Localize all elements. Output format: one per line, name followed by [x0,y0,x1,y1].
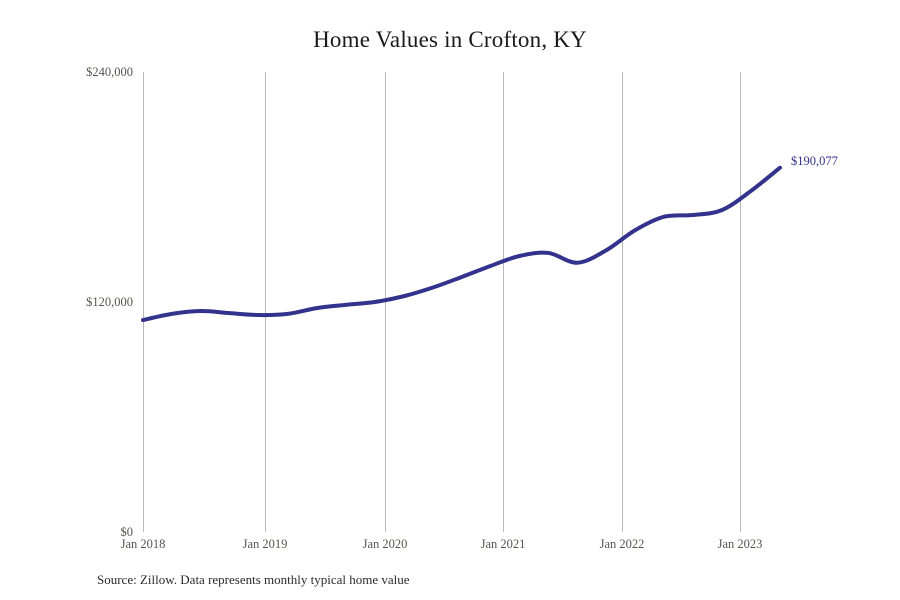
gridline-jan-2021 [503,72,504,532]
y-tick-label-240000: $240,000 [86,65,133,79]
source-note: Source: Zillow. Data represents monthly … [97,572,410,587]
x-tick-label-jan-2022: Jan 2022 [599,537,645,551]
end-value-annotation: $190,077 [791,154,838,168]
gridline-jan-2020 [385,72,386,532]
x-tick-label-jan-2020: Jan 2020 [362,537,408,551]
gridline-jan-2022 [622,72,623,532]
chart-title: Home Values in Crofton, KY [313,27,587,52]
gridline-jan-2019 [265,72,266,532]
x-tick-label-jan-2023: Jan 2023 [717,537,763,551]
x-tick-label-jan-2018: Jan 2018 [120,537,166,551]
y-axis-tick-labels: $240,000 $120,000 $0 [0,0,133,600]
y-tick-label-120000: $120,000 [86,295,133,309]
y-tick-label-0: $0 [120,525,134,539]
plot-area [143,72,741,532]
x-tick-label-jan-2019: Jan 2019 [242,537,288,551]
gridline-jan-2018 [143,72,144,532]
gridline-jan-2023 [740,72,741,532]
x-tick-label-jan-2021: Jan 2021 [480,537,526,551]
